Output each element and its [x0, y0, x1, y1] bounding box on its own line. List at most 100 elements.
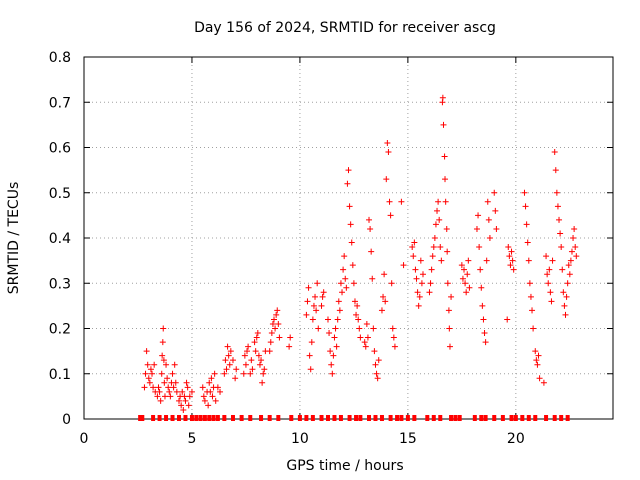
data-point: [459, 275, 466, 282]
data-point: [510, 266, 517, 273]
data-point: [318, 302, 325, 309]
data-point: [320, 289, 327, 296]
data-point-zero: [457, 415, 462, 421]
data-point: [361, 339, 368, 346]
data-point-zero: [310, 415, 315, 421]
data-point: [160, 357, 167, 364]
data-point: [463, 289, 470, 296]
data-point: [159, 339, 166, 346]
data-point: [333, 343, 340, 350]
data-point: [184, 384, 191, 391]
data-point-zero: [544, 415, 549, 421]
data-point-zero: [399, 415, 404, 421]
data-point: [412, 266, 419, 273]
data-point: [385, 149, 392, 156]
data-point: [328, 361, 335, 368]
x-tick-label: 20: [507, 431, 525, 447]
data-point-zero: [170, 415, 175, 421]
data-point-zero: [289, 415, 294, 421]
data-point-zero: [267, 415, 272, 421]
data-point: [305, 284, 312, 291]
data-point: [445, 307, 452, 314]
data-point: [185, 402, 192, 409]
data-point: [254, 330, 261, 337]
data-point: [183, 379, 190, 386]
data-point: [245, 343, 252, 350]
data-point: [149, 370, 156, 377]
data-point: [382, 298, 389, 305]
data-point: [565, 262, 572, 269]
data-point: [506, 253, 513, 260]
data-point: [486, 235, 493, 241]
y-tick-label: 0.3: [49, 276, 71, 292]
data-point: [154, 393, 161, 400]
data-point: [147, 366, 154, 373]
data-point: [201, 397, 208, 404]
data-point: [535, 352, 542, 359]
data-point: [547, 289, 554, 296]
data-point: [166, 388, 173, 395]
data-point: [388, 280, 395, 287]
data-point: [366, 216, 373, 223]
data-point: [556, 216, 563, 223]
data-point: [164, 375, 171, 382]
data-point: [324, 316, 331, 323]
data-point: [272, 325, 279, 332]
data-point-zero: [354, 415, 359, 421]
x-tick-labels: 0 5 10 15 20: [80, 431, 525, 447]
data-point-zero: [379, 415, 384, 421]
data-point: [444, 280, 451, 287]
gridlines: [84, 57, 613, 419]
data-point-zero: [453, 415, 458, 421]
data-point: [522, 203, 529, 210]
data-point-zero: [332, 415, 337, 421]
data-point-zero: [319, 415, 324, 421]
data-point: [176, 397, 183, 404]
data-point: [573, 253, 580, 260]
data-point-zero: [239, 415, 244, 421]
data-point: [411, 239, 418, 246]
data-point: [564, 280, 571, 287]
x-tick-label: 10: [291, 431, 309, 447]
data-point-zero: [425, 415, 430, 421]
data-point-zero: [479, 415, 484, 421]
data-point: [521, 189, 528, 196]
data-point: [554, 203, 561, 210]
data-point: [167, 393, 174, 400]
data-point: [170, 384, 177, 391]
data-point-zero: [509, 415, 514, 421]
data-point: [442, 176, 449, 183]
data-point: [507, 262, 514, 269]
data-point: [200, 393, 207, 400]
data-point: [271, 316, 278, 323]
data-point: [527, 293, 534, 300]
data-point: [310, 302, 317, 309]
data-point-zero: [211, 415, 216, 421]
data-point-zero: [189, 415, 194, 421]
data-point: [242, 361, 249, 368]
data-point-zero: [449, 415, 454, 421]
data-point: [353, 311, 360, 318]
data-point: [482, 339, 489, 346]
data-point: [553, 189, 560, 196]
data-point: [342, 275, 349, 282]
data-point: [466, 284, 473, 291]
data-point: [199, 384, 206, 391]
data-point: [475, 212, 482, 219]
data-point: [205, 402, 212, 409]
data-point: [540, 379, 547, 386]
data-point: [267, 339, 274, 346]
data-point-zero: [230, 415, 235, 421]
data-point: [214, 384, 221, 391]
data-point: [426, 289, 433, 296]
data-point: [329, 370, 336, 377]
x-tick-label: 15: [399, 431, 417, 447]
chart-title: Day 156 of 2024, SRMTID for receiver asc…: [194, 20, 496, 36]
data-point-zero: [559, 415, 564, 421]
data-point: [386, 198, 393, 205]
data-point: [446, 343, 453, 350]
data-point: [260, 370, 267, 377]
data-point: [435, 198, 442, 205]
data-point: [274, 307, 281, 314]
data-point-zero: [207, 415, 212, 421]
